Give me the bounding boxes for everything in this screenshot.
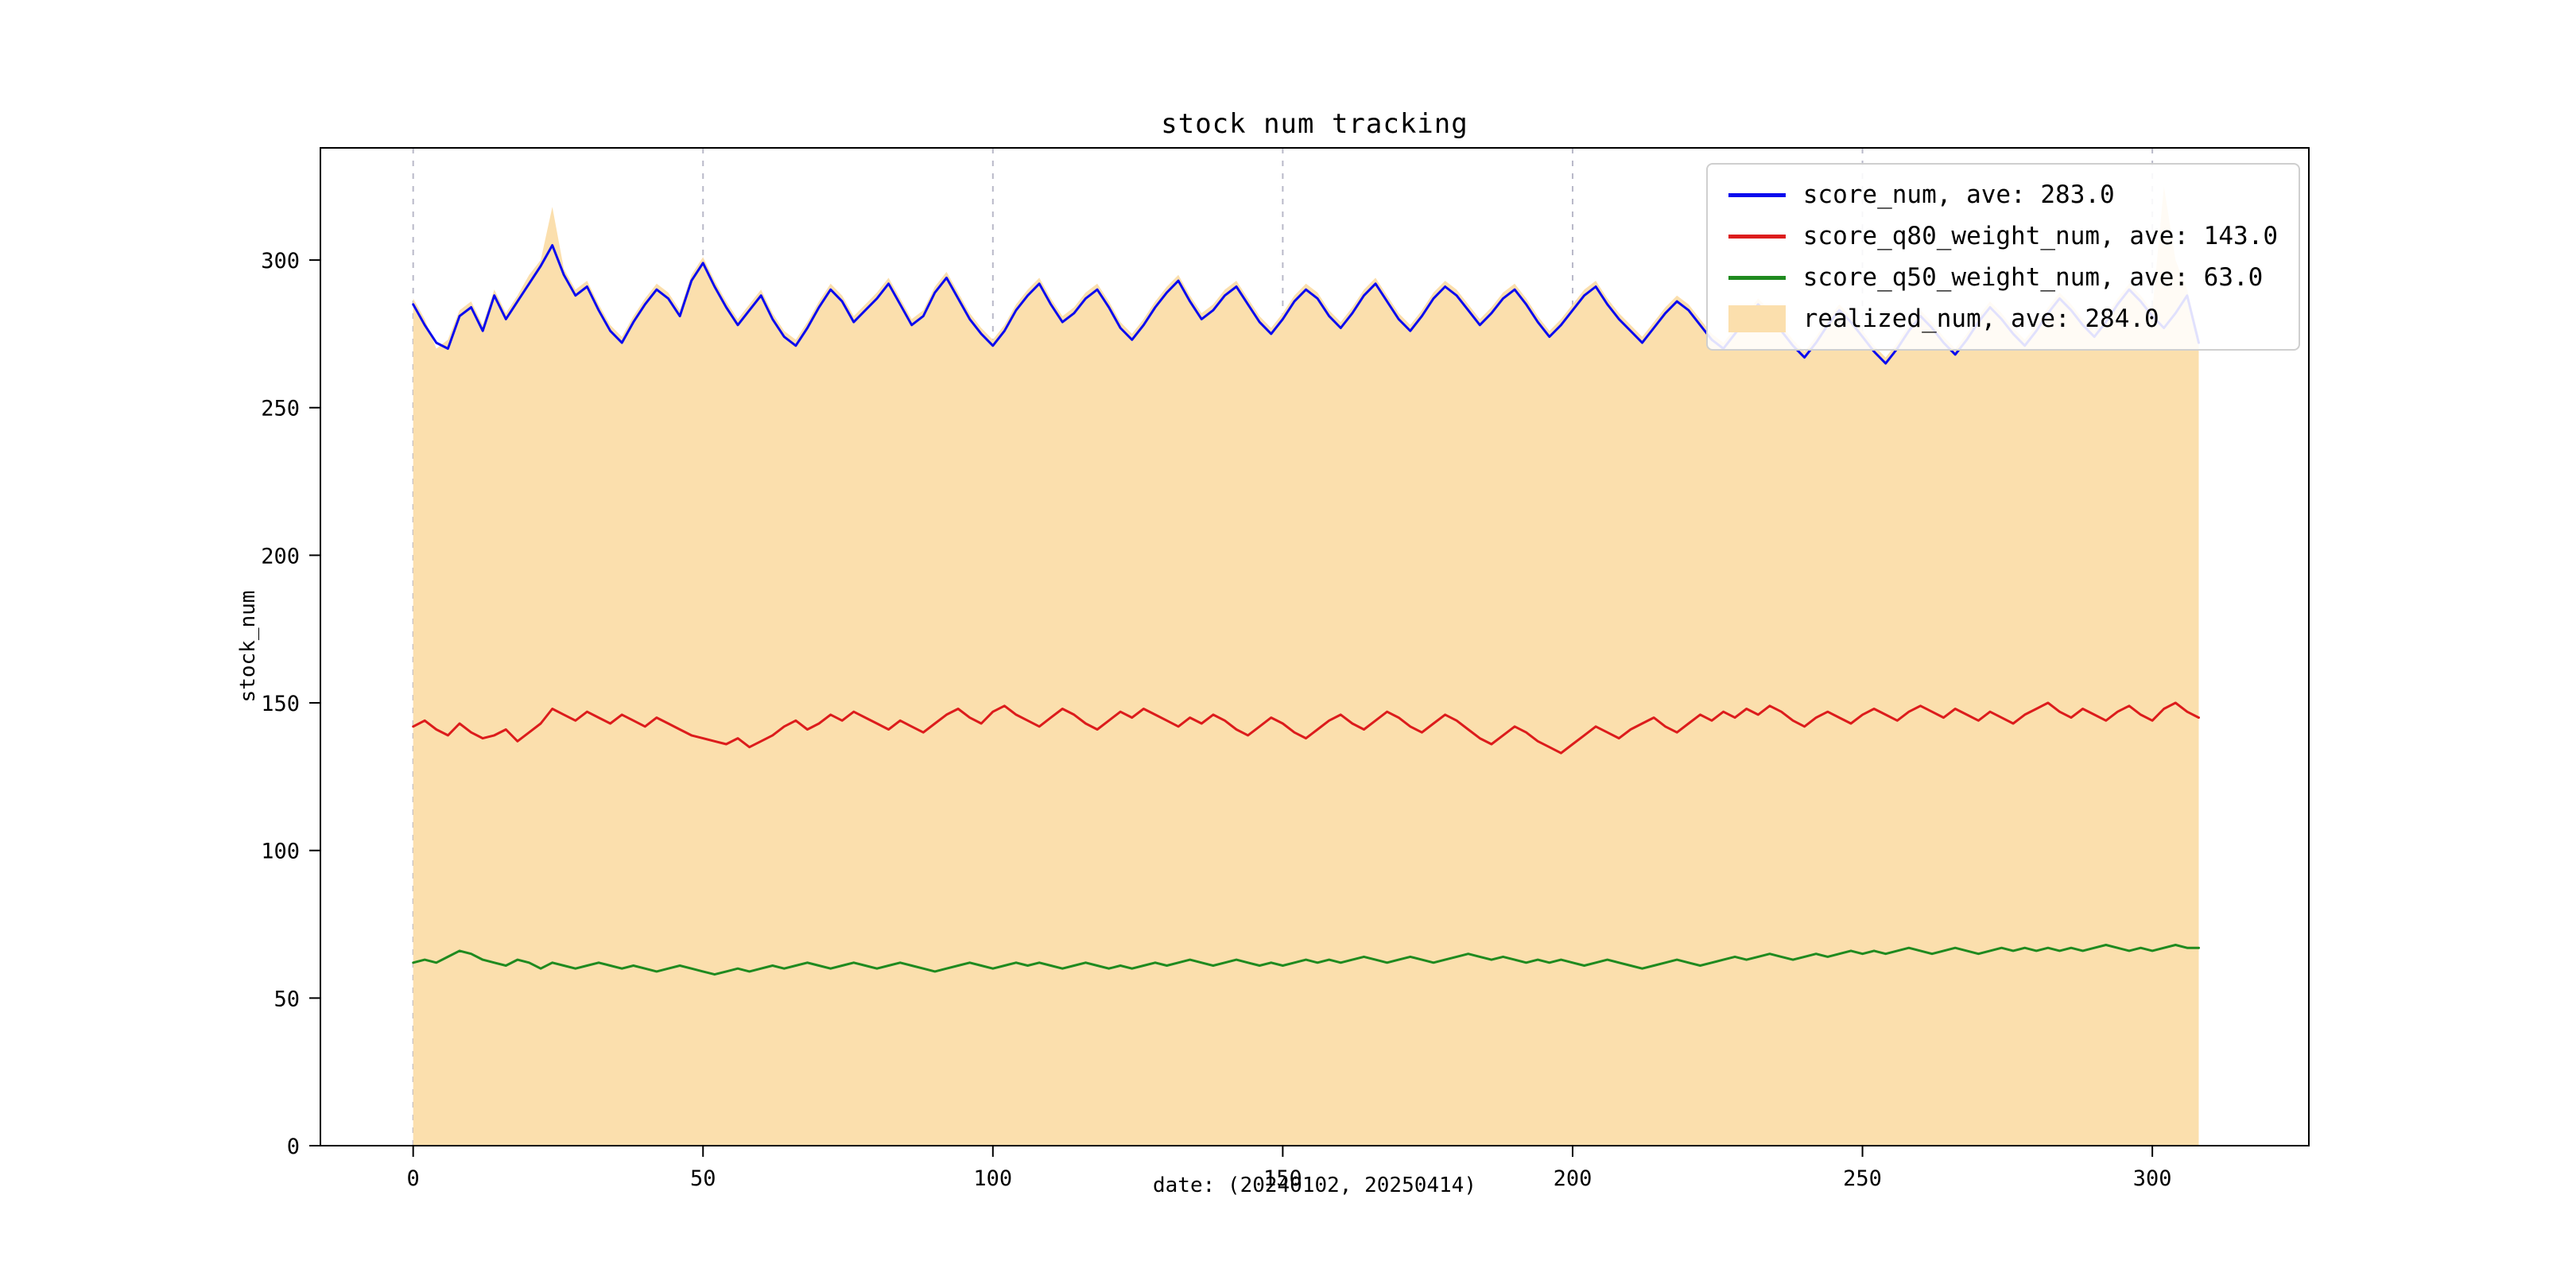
- legend-area-swatch-orange: [1728, 305, 1786, 332]
- y-tick-label: 250: [261, 397, 300, 421]
- x-axis-label: date: (20240102, 20250414): [1153, 1174, 1476, 1197]
- legend-line-swatch-blue: [1728, 192, 1786, 197]
- legend-label: score_q80_weight_num, ave: 143.0: [1802, 222, 2278, 250]
- y-tick-label: 100: [261, 840, 300, 864]
- x-tick-label: 50: [690, 1166, 716, 1191]
- legend-line-swatch-green: [1728, 275, 1786, 280]
- legend: score_num, ave: 283.0 score_q80_weight_n…: [1705, 163, 2300, 351]
- axes-frame: [320, 147, 2310, 1146]
- x-tick-label: 250: [1843, 1166, 1882, 1191]
- x-tick-label: 200: [1554, 1166, 1593, 1191]
- y-tick-label: 200: [261, 544, 300, 568]
- y-tick-label: 50: [274, 987, 300, 1011]
- legend-label: score_q50_weight_num, ave: 63.0: [1802, 263, 2264, 292]
- x-tick-label: 300: [2133, 1166, 2172, 1191]
- x-tick-label: 150: [1263, 1166, 1302, 1191]
- legend-label: realized_num, ave: 284.0: [1802, 305, 2159, 333]
- y-axis-label: stock_num: [236, 590, 260, 703]
- x-tick-label: 0: [407, 1166, 420, 1191]
- legend-item-score-q50-weight-num: score_q50_weight_num, ave: 63.0: [1728, 257, 2278, 298]
- line-score_q50_weight_num: [412, 944, 2200, 976]
- line-score_q80_weight_num: [412, 701, 2200, 755]
- legend-item-score-num: score_num, ave: 283.0: [1728, 174, 2278, 215]
- x-tick-label: 100: [973, 1166, 1012, 1191]
- y-tick-label: 0: [287, 1135, 300, 1159]
- y-tick-label: 150: [261, 692, 300, 716]
- legend-item-realized-num: realized_num, ave: 284.0: [1728, 298, 2278, 339]
- area-realized_num: [413, 186, 2199, 1146]
- legend-label: score_num, ave: 283.0: [1802, 180, 2115, 209]
- legend-line-swatch-red: [1728, 234, 1786, 239]
- y-tick-label: 300: [261, 249, 300, 274]
- chart-title: stock num tracking: [1161, 108, 1468, 140]
- legend-item-score-q80-weight-num: score_q80_weight_num, ave: 143.0: [1728, 215, 2278, 257]
